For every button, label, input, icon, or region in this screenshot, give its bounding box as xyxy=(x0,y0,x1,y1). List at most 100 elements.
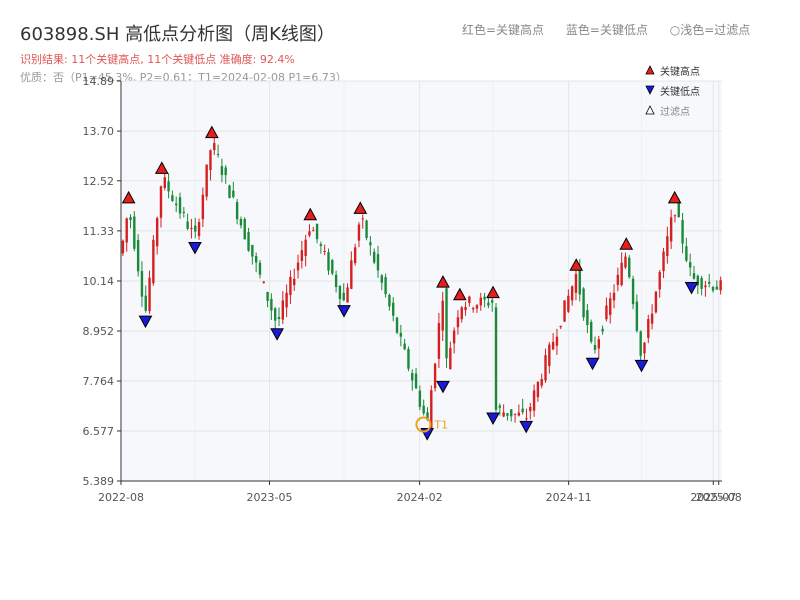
up-candle-body xyxy=(605,305,608,320)
down-candle-body xyxy=(258,262,262,275)
up-candle-body xyxy=(441,300,444,331)
down-candle-body xyxy=(140,271,144,297)
up-candle-body xyxy=(346,287,349,303)
down-candle-body xyxy=(384,277,387,295)
up-candle-body xyxy=(551,341,555,350)
up-candle-body xyxy=(300,250,304,261)
down-candle-body xyxy=(216,154,220,156)
up-candle-body xyxy=(574,274,578,293)
down-candle-body xyxy=(407,348,410,369)
down-candle-body xyxy=(388,294,391,307)
down-candle-body xyxy=(586,310,589,326)
key-low-marker xyxy=(684,281,699,295)
down-candle-body xyxy=(266,291,269,301)
up-candle-body xyxy=(548,344,551,366)
legend-low-text: 蓝色=关键低点 xyxy=(565,23,648,37)
candles xyxy=(121,136,722,430)
legend-high-icon xyxy=(645,65,655,75)
up-candle-body xyxy=(544,355,547,381)
down-candle-body xyxy=(247,232,250,251)
up-candle-body xyxy=(293,278,296,286)
down-candle-body xyxy=(327,252,330,271)
key-high-marker xyxy=(667,190,682,204)
up-candle-body xyxy=(563,300,566,322)
down-candle-body xyxy=(635,301,639,331)
key-low-marker xyxy=(436,380,450,394)
down-candle-body xyxy=(582,288,585,318)
up-candle-body xyxy=(666,236,669,256)
down-candle-body xyxy=(628,257,631,278)
down-candle-body xyxy=(483,296,486,300)
down-candle-body xyxy=(334,274,338,288)
up-candle-body xyxy=(201,194,205,220)
up-candle-body xyxy=(312,230,315,232)
down-candle-body xyxy=(194,225,197,232)
key-low-marker xyxy=(634,359,649,373)
down-candle-body xyxy=(175,203,178,206)
down-candle-body xyxy=(243,218,246,240)
down-candle-body xyxy=(228,185,231,199)
y-tick-label: 10.14 xyxy=(83,275,115,288)
down-candle-body xyxy=(708,281,711,284)
up-candle-body xyxy=(437,323,441,359)
up-candle-body xyxy=(209,150,212,171)
up-candle-body xyxy=(357,224,361,241)
legend-high-label: 关键高点 xyxy=(660,65,700,78)
y-tick-label: 12.52 xyxy=(83,175,115,188)
down-candle-body xyxy=(445,288,448,359)
up-candle-body xyxy=(433,363,437,389)
down-candle-body xyxy=(521,408,524,413)
up-candle-body xyxy=(296,262,300,271)
up-candle-body xyxy=(190,228,193,230)
down-candle-body xyxy=(372,251,376,263)
up-candle-body xyxy=(517,412,521,416)
down-candle-body xyxy=(178,197,182,214)
marker-legend: 关键高点 关键低点 过滤点 xyxy=(645,65,700,118)
up-candle-body xyxy=(205,164,208,197)
down-candle-body xyxy=(182,211,186,213)
up-candle-body xyxy=(650,313,654,324)
legend-filtered-icon xyxy=(645,105,655,115)
down-candle-body xyxy=(715,286,719,290)
down-candle-body xyxy=(395,317,399,333)
key-high-marker xyxy=(303,207,318,221)
t1-circle xyxy=(415,416,432,433)
up-candle-body xyxy=(464,306,467,311)
up-candle-body xyxy=(654,291,658,313)
up-candle-body xyxy=(513,413,517,415)
up-candle-body xyxy=(669,217,673,242)
up-candle-body xyxy=(658,271,661,290)
up-candle-body xyxy=(152,239,155,284)
up-candle-body xyxy=(323,251,326,253)
down-candle-body xyxy=(331,259,334,274)
up-candle-body xyxy=(616,274,620,285)
down-candle-body xyxy=(631,278,635,305)
up-candle-body xyxy=(460,307,463,320)
down-candle-body xyxy=(133,216,136,249)
up-candle-body xyxy=(532,390,536,411)
up-candle-body xyxy=(350,260,353,289)
up-candle-body xyxy=(285,292,288,308)
legend-high-text: 红色=关键高点 xyxy=(462,23,545,37)
down-candle-body xyxy=(403,343,406,350)
t1-label: T1 xyxy=(433,419,448,432)
down-candle-body xyxy=(711,286,715,291)
up-candle-body xyxy=(159,186,163,218)
y-tick-label: 5.389 xyxy=(83,475,115,488)
down-candle-body xyxy=(506,413,509,416)
up-candle-body xyxy=(647,319,650,338)
up-candle-body xyxy=(197,222,201,237)
up-candle-body xyxy=(262,281,265,283)
y-tick-label: 6.577 xyxy=(83,425,115,438)
key-low-marker xyxy=(270,328,284,341)
down-candle-body xyxy=(498,405,502,408)
up-candle-body xyxy=(281,300,285,320)
down-candle-body xyxy=(494,307,498,410)
down-candle-body xyxy=(338,285,342,300)
down-candle-body xyxy=(422,405,425,414)
down-candle-body xyxy=(129,217,132,221)
legend-low-icon xyxy=(645,85,655,95)
up-candle-body xyxy=(719,280,722,291)
down-candle-body xyxy=(186,221,189,229)
up-candle-body xyxy=(559,325,562,328)
